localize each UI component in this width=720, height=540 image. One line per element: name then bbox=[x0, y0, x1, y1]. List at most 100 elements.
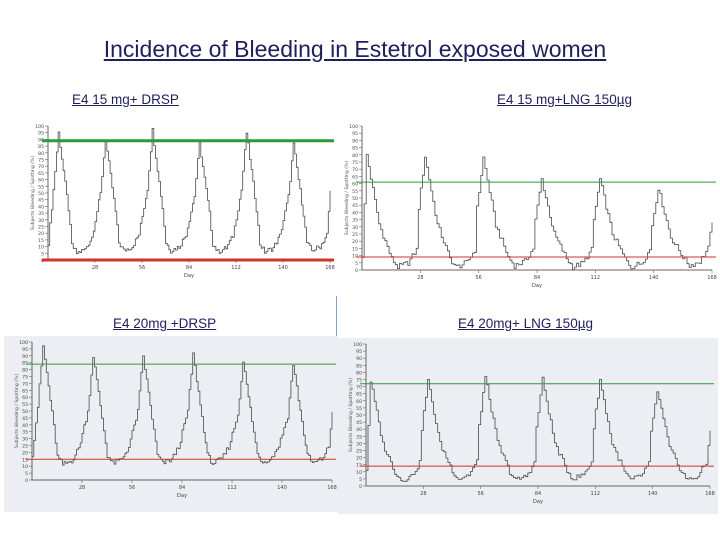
x-tick-label: 112 bbox=[591, 275, 601, 281]
x-tick-label: 168 bbox=[327, 485, 337, 491]
x-axis-label: Day bbox=[532, 283, 542, 289]
y-tick-label: 20 bbox=[356, 456, 362, 462]
y-tick-label: 30 bbox=[356, 441, 362, 447]
y-tick-label: 65 bbox=[38, 171, 44, 177]
y-tick-label: 15 bbox=[22, 457, 28, 463]
bleeding-trace bbox=[32, 345, 333, 466]
x-axis-label: Day bbox=[177, 493, 187, 499]
y-tick-label: 50 bbox=[356, 413, 362, 419]
y-axis-label: Subjects Bleeding / Spotting (%) bbox=[30, 156, 36, 231]
y-tick-label: 90 bbox=[22, 354, 28, 360]
y-tick-label: 95 bbox=[352, 131, 358, 137]
y-tick-label: 0 bbox=[359, 484, 362, 490]
x-tick-label: 56 bbox=[129, 485, 135, 491]
bleeding-trace bbox=[48, 128, 331, 255]
y-tick-label: 45 bbox=[38, 198, 44, 204]
x-tick-label: 168 bbox=[707, 275, 717, 281]
y-tick-label: 35 bbox=[38, 211, 44, 217]
y-tick-label: 90 bbox=[38, 137, 44, 143]
x-tick-label: 112 bbox=[227, 485, 237, 491]
y-tick-label: 40 bbox=[22, 423, 28, 429]
y-tick-label: 95 bbox=[356, 349, 362, 355]
y-tick-label: 15 bbox=[356, 463, 362, 469]
x-tick-label: 56 bbox=[139, 265, 145, 271]
y-tick-label: 75 bbox=[22, 375, 28, 381]
y-tick-label: 25 bbox=[22, 444, 28, 450]
x-tick-label: 28 bbox=[79, 485, 85, 491]
bleeding-trace bbox=[362, 154, 713, 271]
x-tick-label: 84 bbox=[186, 265, 192, 271]
y-tick-label: 100 bbox=[349, 124, 358, 130]
y-tick-label: 20 bbox=[352, 239, 358, 245]
chart-panel-tr: 0 5 10 15 20 25 30 35 40 45 50 55 60 65 70 75 80 85 90 95 10… bbox=[340, 118, 718, 296]
y-tick-label: 15 bbox=[352, 246, 358, 252]
y-tick-label: 80 bbox=[352, 153, 358, 159]
x-tick-label: 56 bbox=[477, 491, 483, 497]
y-tick-label: 25 bbox=[352, 232, 358, 238]
x-tick-label: 140 bbox=[278, 265, 288, 271]
y-axis-label: Subjects Bleeding / Spotting (%) bbox=[14, 374, 20, 449]
y-tick-label: 30 bbox=[22, 437, 28, 443]
y-tick-label: 65 bbox=[356, 392, 362, 398]
y-tick-label: 10 bbox=[352, 254, 358, 260]
y-tick-label: 90 bbox=[352, 138, 358, 144]
x-tick-label: 140 bbox=[648, 491, 658, 497]
chart-panel-tl: 0510152025303540455055606570758085909510… bbox=[28, 118, 338, 296]
y-tick-label: 5 bbox=[359, 477, 362, 483]
chart-svg-bl: 0510152025303540455055606570758085909510… bbox=[14, 340, 337, 499]
y-tick-label: 85 bbox=[352, 146, 358, 152]
y-tick-label: 10 bbox=[38, 245, 44, 251]
x-tick-label: 28 bbox=[92, 265, 98, 271]
x-tick-label: 28 bbox=[420, 491, 426, 497]
y-tick-label: 85 bbox=[38, 144, 44, 150]
slide-title: Incidence of Bleeding in Estetrol expose… bbox=[103, 36, 607, 62]
y-tick-label: 0 bbox=[355, 268, 358, 274]
y-tick-label: 35 bbox=[352, 218, 358, 224]
x-tick-label: 168 bbox=[705, 491, 715, 497]
x-tick-label: 84 bbox=[534, 275, 540, 281]
y-tick-label: 85 bbox=[22, 361, 28, 367]
x-axis-label: Day bbox=[184, 273, 194, 279]
x-tick-label: 168 bbox=[325, 265, 335, 271]
y-tick-label: 60 bbox=[38, 178, 44, 184]
y-tick-label: 80 bbox=[356, 370, 362, 376]
y-tick-label: 70 bbox=[38, 164, 44, 170]
y-tick-label: 0 bbox=[25, 478, 28, 484]
y-tick-label: 65 bbox=[22, 388, 28, 394]
y-tick-label: 40 bbox=[38, 204, 44, 210]
y-tick-label: 70 bbox=[22, 381, 28, 387]
y-tick-label: 20 bbox=[22, 450, 28, 456]
y-tick-label: 80 bbox=[38, 151, 44, 157]
y-tick-label: 40 bbox=[352, 210, 358, 216]
y-tick-label: 70 bbox=[352, 167, 358, 173]
y-tick-label: 50 bbox=[352, 196, 358, 202]
y-tick-label: 30 bbox=[352, 225, 358, 231]
y-tick-label: 25 bbox=[38, 225, 44, 231]
y-axis-label: Subjects Bleeding / Spotting (%) bbox=[348, 378, 354, 453]
y-tick-label: 55 bbox=[38, 184, 44, 190]
y-tick-label: 95 bbox=[22, 347, 28, 353]
y-tick-label: 55 bbox=[356, 406, 362, 412]
x-tick-label: 56 bbox=[475, 275, 481, 281]
y-tick-label: 55 bbox=[22, 402, 28, 408]
y-tick-label: 10 bbox=[22, 464, 28, 470]
x-axis-label: Day bbox=[533, 499, 543, 505]
x-tick-label: 84 bbox=[179, 485, 185, 491]
panel-label-tr: E4 15 mg+LNG 150µg bbox=[497, 92, 632, 107]
y-tick-label: 90 bbox=[356, 356, 362, 362]
y-tick-label: 15 bbox=[38, 238, 44, 244]
y-axis-label: Subjects Bleeding / Spotting (%) bbox=[344, 161, 350, 236]
y-tick-label: 55 bbox=[352, 189, 358, 195]
y-tick-label: 75 bbox=[38, 158, 44, 164]
x-tick-label: 28 bbox=[417, 275, 423, 281]
y-tick-label: 50 bbox=[22, 409, 28, 415]
y-tick-label: 100 bbox=[35, 124, 44, 130]
y-tick-label: 85 bbox=[356, 363, 362, 369]
y-tick-label: 60 bbox=[22, 395, 28, 401]
y-tick-label: 45 bbox=[352, 203, 358, 209]
y-tick-label: 35 bbox=[356, 434, 362, 440]
panel-divider bbox=[336, 118, 337, 512]
panel-label-br: E4 20mg+ LNG 150µg bbox=[458, 316, 593, 331]
y-tick-label: 25 bbox=[356, 449, 362, 455]
